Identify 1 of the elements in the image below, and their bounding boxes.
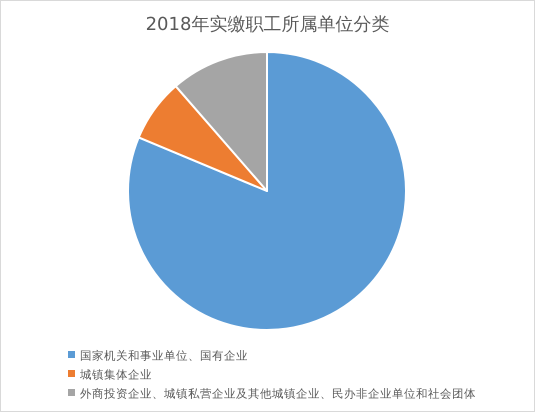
title: 2018年实缴职工所属单位分类 — [146, 14, 390, 35]
